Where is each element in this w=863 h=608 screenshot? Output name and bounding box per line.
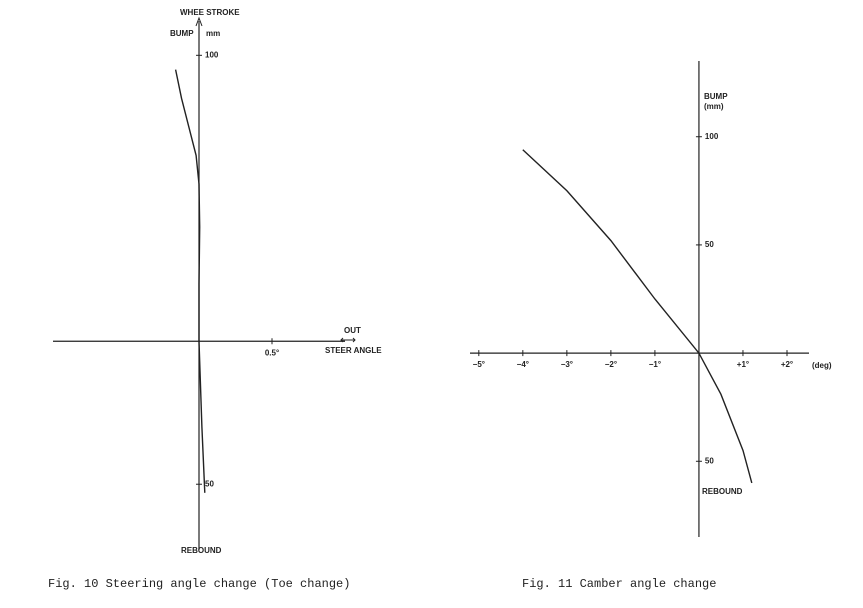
x-tick-label: +1° bbox=[737, 360, 749, 369]
y-label: WHEE STROKE bbox=[180, 8, 240, 17]
x-tick-label: −5° bbox=[473, 360, 485, 369]
x-tick-label: −3° bbox=[561, 360, 573, 369]
x-tick-label: +2° bbox=[781, 360, 793, 369]
bump-label: BUMP bbox=[704, 92, 728, 101]
x-unit: (deg) bbox=[812, 361, 832, 370]
x-tick-label: −4° bbox=[517, 360, 529, 369]
caption: Fig. 11 Camber angle change bbox=[522, 577, 716, 591]
y-tick-label: 50 bbox=[705, 240, 714, 249]
x-tick-label: −2° bbox=[605, 360, 617, 369]
x-tick-label: 0.5° bbox=[265, 348, 279, 357]
x-tick-label: −1° bbox=[649, 360, 661, 369]
out-label: OUT bbox=[344, 326, 361, 335]
curve bbox=[522, 149, 753, 484]
y-tick-label: 100 bbox=[705, 132, 719, 141]
bump-label: BUMP bbox=[170, 29, 194, 38]
y-tick-label: 50 bbox=[705, 456, 714, 465]
y-tick-label: 50 bbox=[205, 479, 214, 488]
axis-arrow bbox=[195, 16, 203, 27]
x-label: STEER ANGLE bbox=[325, 346, 382, 355]
y-tick-label: 100 bbox=[205, 50, 219, 59]
y-unit: mm bbox=[206, 29, 220, 38]
rebound-label: REBOUND bbox=[181, 546, 222, 555]
caption: Fig. 10 Steering angle change (Toe chang… bbox=[48, 577, 350, 591]
curve bbox=[174, 69, 206, 493]
y-unit: (mm) bbox=[704, 102, 724, 111]
rebound-label: REBOUND bbox=[702, 487, 743, 496]
